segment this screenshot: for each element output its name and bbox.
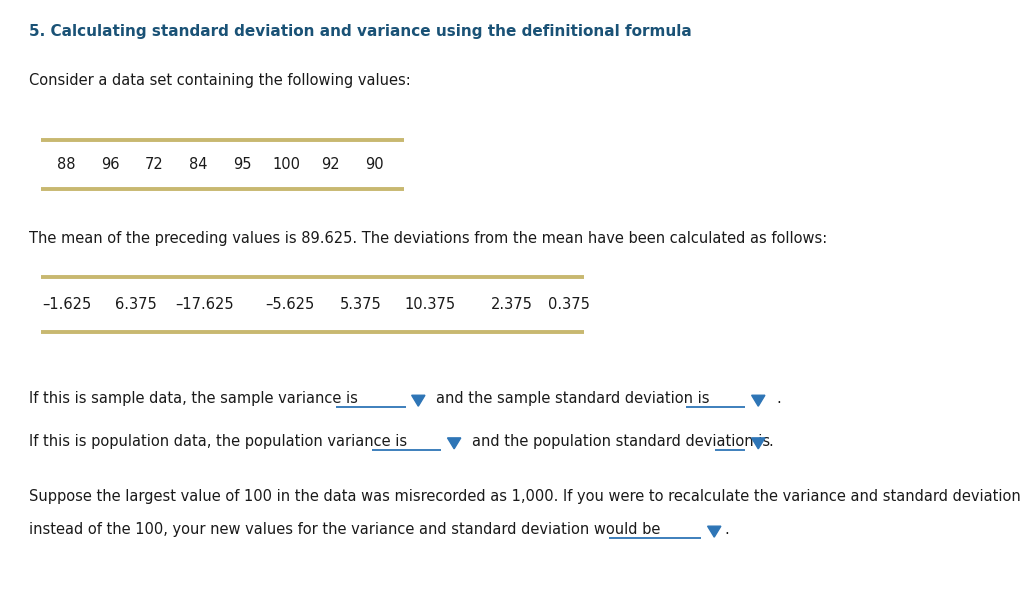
Polygon shape [752, 395, 765, 406]
Text: and the population standard deviation is: and the population standard deviation is [472, 434, 770, 449]
Text: 88: 88 [57, 157, 76, 172]
Polygon shape [752, 438, 765, 449]
Text: 100: 100 [272, 157, 301, 172]
Text: If this is population data, the population variance is: If this is population data, the populati… [29, 434, 407, 449]
Text: and the sample standard deviation is: and the sample standard deviation is [436, 392, 710, 406]
Text: 90: 90 [366, 157, 384, 172]
Text: 6.375: 6.375 [116, 297, 157, 312]
Text: .: . [768, 434, 773, 449]
Text: 95: 95 [233, 157, 252, 172]
Polygon shape [412, 395, 425, 406]
Text: –17.625: –17.625 [175, 297, 234, 312]
Polygon shape [447, 438, 461, 449]
Text: 84: 84 [189, 157, 208, 172]
Text: instead of the 100, your new values for the variance and standard deviation woul: instead of the 100, your new values for … [29, 523, 660, 537]
Text: 5. Calculating standard deviation and variance using the definitional formula: 5. Calculating standard deviation and va… [29, 24, 691, 40]
Polygon shape [708, 526, 721, 537]
Text: .: . [776, 392, 781, 406]
Text: –1.625: –1.625 [42, 297, 91, 312]
Text: 10.375: 10.375 [404, 297, 456, 312]
Text: –5.625: –5.625 [265, 297, 314, 312]
Text: 0.375: 0.375 [549, 297, 590, 312]
Text: 96: 96 [101, 157, 120, 172]
Text: If this is sample data, the sample variance is: If this is sample data, the sample varia… [29, 392, 357, 406]
Text: Consider a data set containing the following values:: Consider a data set containing the follo… [29, 73, 411, 88]
Text: 5.375: 5.375 [340, 297, 381, 312]
Text: 92: 92 [322, 157, 340, 172]
Text: Suppose the largest value of 100 in the data was misrecorded as 1,000. If you we: Suppose the largest value of 100 in the … [29, 489, 1024, 504]
Text: 72: 72 [145, 157, 164, 172]
Text: .: . [724, 523, 729, 537]
Text: The mean of the preceding values is 89.625. The deviations from the mean have be: The mean of the preceding values is 89.6… [29, 231, 827, 247]
Text: 2.375: 2.375 [492, 297, 532, 312]
